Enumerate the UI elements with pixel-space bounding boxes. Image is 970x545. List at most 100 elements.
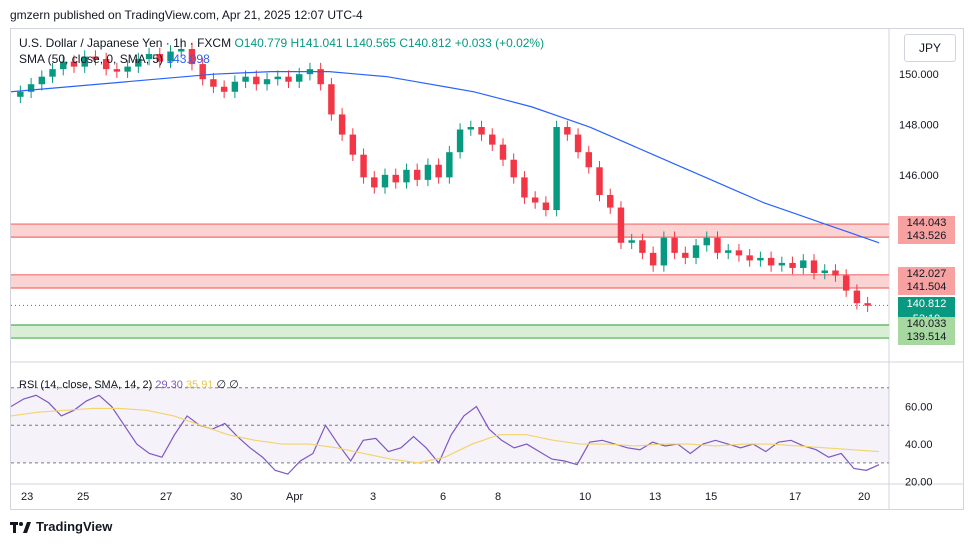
change-value: +0.033 (+0.02%) [454, 36, 545, 50]
candle-body [156, 54, 164, 62]
x-tick-label: 17 [789, 491, 801, 503]
price-tag: 142.027 [898, 266, 955, 282]
candle-body [456, 129, 464, 153]
candle-body [381, 174, 389, 188]
candle-body [413, 169, 421, 180]
footer-brand: TradingView [36, 519, 113, 534]
candle-body [253, 76, 260, 85]
candle-body [81, 56, 88, 67]
candle-body [564, 127, 571, 135]
x-tick-label: 6 [440, 491, 446, 503]
candle-body [682, 252, 689, 258]
price-tick-label: 150.000 [899, 69, 939, 81]
candle-body [435, 164, 442, 178]
currency-button[interactable]: JPY [904, 34, 956, 62]
zone-0 [11, 224, 889, 238]
candle-body [295, 74, 303, 82]
candle-body [639, 240, 646, 253]
candle-body [853, 290, 861, 304]
zone-2 [11, 325, 889, 339]
price-tag: 140.033 [898, 317, 955, 332]
rsi-legend[interactable]: RSI (14, close, SMA, 14, 2) 29.30 35.91 … [19, 378, 239, 391]
candle-body [210, 79, 217, 87]
candle-body [317, 69, 324, 85]
low-value: L140.565 [345, 36, 396, 50]
candle-body [124, 66, 131, 72]
candle-body [231, 81, 239, 92]
publisher-line: gmzern published on TradingView.com, Apr… [10, 8, 363, 22]
x-tick-label: 30 [230, 491, 242, 503]
candle-body [263, 79, 271, 85]
candle-body [102, 59, 110, 70]
candle-body [403, 169, 410, 183]
candle-body [113, 69, 121, 72]
candle-body [810, 260, 818, 273]
candle-body [199, 64, 206, 80]
x-tick-label: 8 [495, 491, 501, 503]
candle-body [671, 237, 678, 253]
candle-body [757, 257, 764, 261]
x-tick-label: 10 [579, 491, 591, 503]
candle-body [510, 159, 517, 178]
x-tick-label: 25 [77, 491, 89, 503]
candle-body [338, 114, 346, 135]
chart-frame[interactable]: 150.000148.000146.000144.000142.00060.00… [10, 28, 964, 510]
candle-body [242, 76, 249, 82]
candle-body [49, 69, 56, 77]
x-tick-label: 23 [21, 491, 33, 503]
candle-body [220, 86, 228, 92]
candle-body [167, 51, 174, 62]
x-tick-label: 3 [370, 491, 376, 503]
sma-line [11, 71, 880, 244]
price-tag: 144.043 [898, 216, 955, 232]
candle-body [574, 134, 582, 153]
open-value: O140.779 [234, 36, 288, 50]
rsi-tick-label: 60.00 [905, 402, 933, 414]
x-tick-label: 15 [705, 491, 717, 503]
candle-body [628, 240, 635, 243]
sma-label: SMA (50, close, 0, SMA, 5) [19, 52, 164, 66]
rsi-tick-label: 40.00 [905, 439, 933, 451]
high-value: H141.041 [290, 36, 343, 50]
candle-body [328, 84, 335, 115]
candle-body [821, 270, 828, 273]
candle-body [478, 127, 485, 135]
sma-legend[interactable]: SMA (50, close, 0, SMA, 5) 143.098 [19, 52, 210, 66]
rsi-value: 29.30 [155, 379, 183, 391]
candle-body [446, 152, 453, 178]
rsi-line [11, 394, 880, 475]
candle-body [360, 154, 367, 178]
candle-body [135, 59, 142, 67]
price-tag: 141.504 [898, 279, 955, 295]
candle-body [392, 174, 399, 183]
candle-body [660, 237, 668, 266]
symbol-legend: U.S. Dollar / Japanese Yen · 1h · FXCM O… [19, 35, 544, 52]
candle-body [489, 134, 496, 145]
x-tick-label: 13 [649, 491, 661, 503]
price-chart[interactable]: 150.000148.000146.000144.000142.00060.00… [11, 29, 963, 509]
close-value: C140.812 [399, 36, 452, 50]
candle-body [371, 177, 378, 188]
candle-body [499, 144, 507, 160]
candle-body [17, 91, 24, 97]
candle-body [607, 194, 614, 208]
candle-body [145, 54, 153, 60]
candle-body [735, 250, 743, 256]
candle-body [724, 250, 732, 253]
price-tick-label: 148.000 [899, 120, 939, 132]
candle-body [789, 262, 796, 268]
candle-body [349, 134, 357, 155]
rsi-extra: ∅ ∅ [216, 379, 239, 391]
candle-body [596, 167, 603, 195]
candle-body [649, 252, 657, 266]
candle-body [60, 61, 67, 70]
symbol-title[interactable]: U.S. Dollar / Japanese Yen · 1h · FXCM [19, 36, 232, 50]
candle-body [778, 262, 786, 266]
candle-body [542, 202, 550, 211]
candle-body [585, 152, 593, 168]
price-tick-label: 146.000 [899, 170, 939, 182]
candle-body [617, 207, 625, 243]
candle-body [746, 255, 753, 261]
x-tick-label: Apr [286, 491, 303, 503]
candle-body [531, 197, 539, 203]
